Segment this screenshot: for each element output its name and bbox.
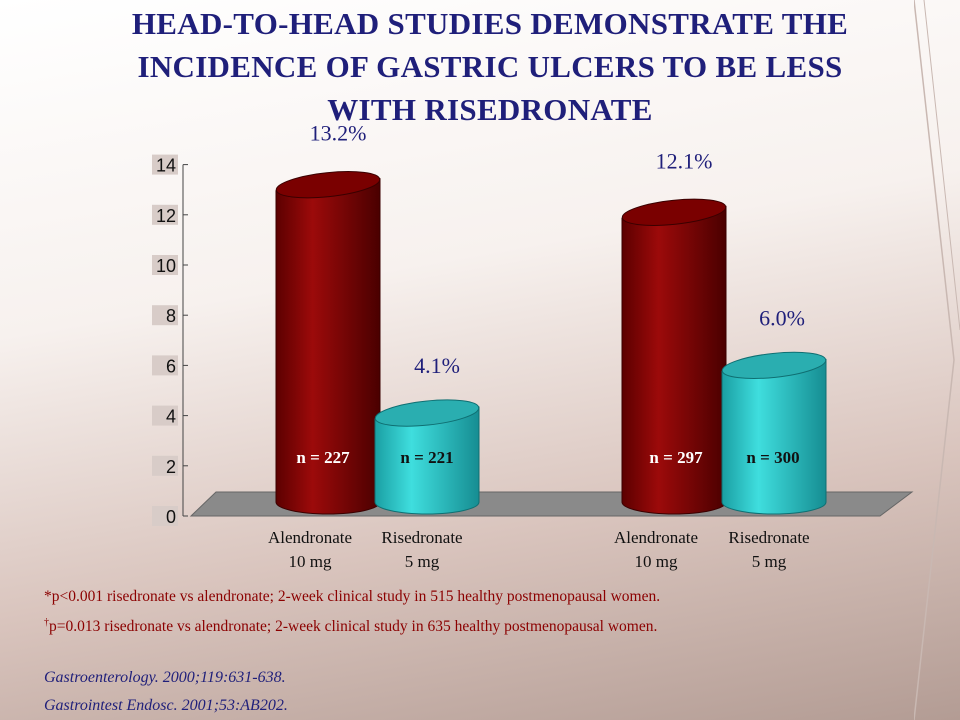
category-label-line1: Alendronate [614, 528, 698, 547]
dagger-mark: † [44, 617, 49, 628]
n-label: n = 227 [296, 448, 350, 467]
references: Gastroenterology. 2000;119:631-638. Gast… [44, 664, 288, 720]
bar-chart: 0 2 4 6 8 10 12 14 13.2% n = 227 Alendronate 10 mg… [152, 121, 914, 571]
bar-risedronate-1 [374, 399, 480, 515]
y-tick-label-bg [152, 154, 178, 175]
bar-top [621, 198, 727, 226]
title-line-3: WITH RISEDRONATE [327, 92, 653, 127]
bar-body [374, 406, 480, 515]
y-tick-label: 8 [166, 306, 176, 326]
n-label: n = 221 [400, 448, 453, 467]
footnotes: *p<0.001 risedronate vs alendronate; 2-w… [44, 584, 660, 640]
category-label-line1: Alendronate [268, 528, 352, 547]
y-tick-label-bg [152, 405, 178, 426]
decorative-arrows [914, 0, 960, 720]
y-tick-label-bg [152, 204, 178, 225]
bar-top [374, 399, 480, 427]
y-tick-label: 10 [156, 256, 176, 276]
value-label: 12.1% [656, 148, 713, 173]
category-label-line2: 5 mg [752, 552, 787, 571]
y-tick-label: 2 [166, 457, 176, 477]
n-label: n = 300 [746, 448, 799, 467]
bar-alendronate-2 [621, 198, 727, 515]
n-label: n = 297 [649, 448, 703, 467]
bar-risedronate-2 [721, 351, 827, 515]
y-tick-label-bg [152, 455, 178, 476]
category-label-line2: 5 mg [405, 552, 440, 571]
bar-top [275, 171, 381, 199]
category-label-line2: 10 mg [635, 552, 678, 571]
y-tick-label: 12 [156, 206, 176, 226]
y-tick-label-bg [152, 506, 178, 526]
footnote-1: *p<0.001 risedronate vs alendronate; 2-w… [44, 588, 661, 605]
value-label: 4.1% [414, 353, 460, 378]
footnote-2-text: p=0.013 risedronate vs alendronate; 2-we… [49, 618, 658, 636]
reference-2: Gastrointest Endosc. 2001;53:AB202. [44, 697, 288, 714]
category-label-line2: 10 mg [289, 552, 332, 571]
y-tick-label: 14 [156, 156, 176, 176]
slide-title: HEAD-TO-HEAD STUDIES DEMONSTRATE THE INC… [40, 2, 940, 131]
value-label: 13.2% [310, 121, 367, 146]
value-label: 6.0% [759, 305, 805, 330]
y-tick-label: 0 [166, 507, 176, 527]
bar-top [721, 351, 827, 380]
title-line-2: INCIDENCE OF GASTRIC ULCERS TO BE LESS [137, 49, 843, 84]
title-line-1: HEAD-TO-HEAD STUDIES DEMONSTRATE THE [131, 6, 849, 41]
category-label-line1: Risedronate [381, 528, 462, 547]
y-tick-label-bg [152, 255, 178, 275]
y-tick-label-bg [152, 305, 178, 326]
reference-1: Gastroenterology. 2000;119:631-638. [44, 669, 286, 686]
y-tick-label: 6 [166, 356, 176, 376]
bar-body [721, 358, 827, 515]
y-tick-label-bg [152, 355, 178, 376]
bar-body [621, 205, 727, 515]
bar-alendronate-1 [275, 171, 381, 515]
y-tick-label: 4 [166, 407, 176, 427]
category-label-line1: Risedronate [728, 528, 809, 547]
footnote-2: †p=0.013 risedronate vs alendronate; 2-w… [44, 610, 660, 640]
